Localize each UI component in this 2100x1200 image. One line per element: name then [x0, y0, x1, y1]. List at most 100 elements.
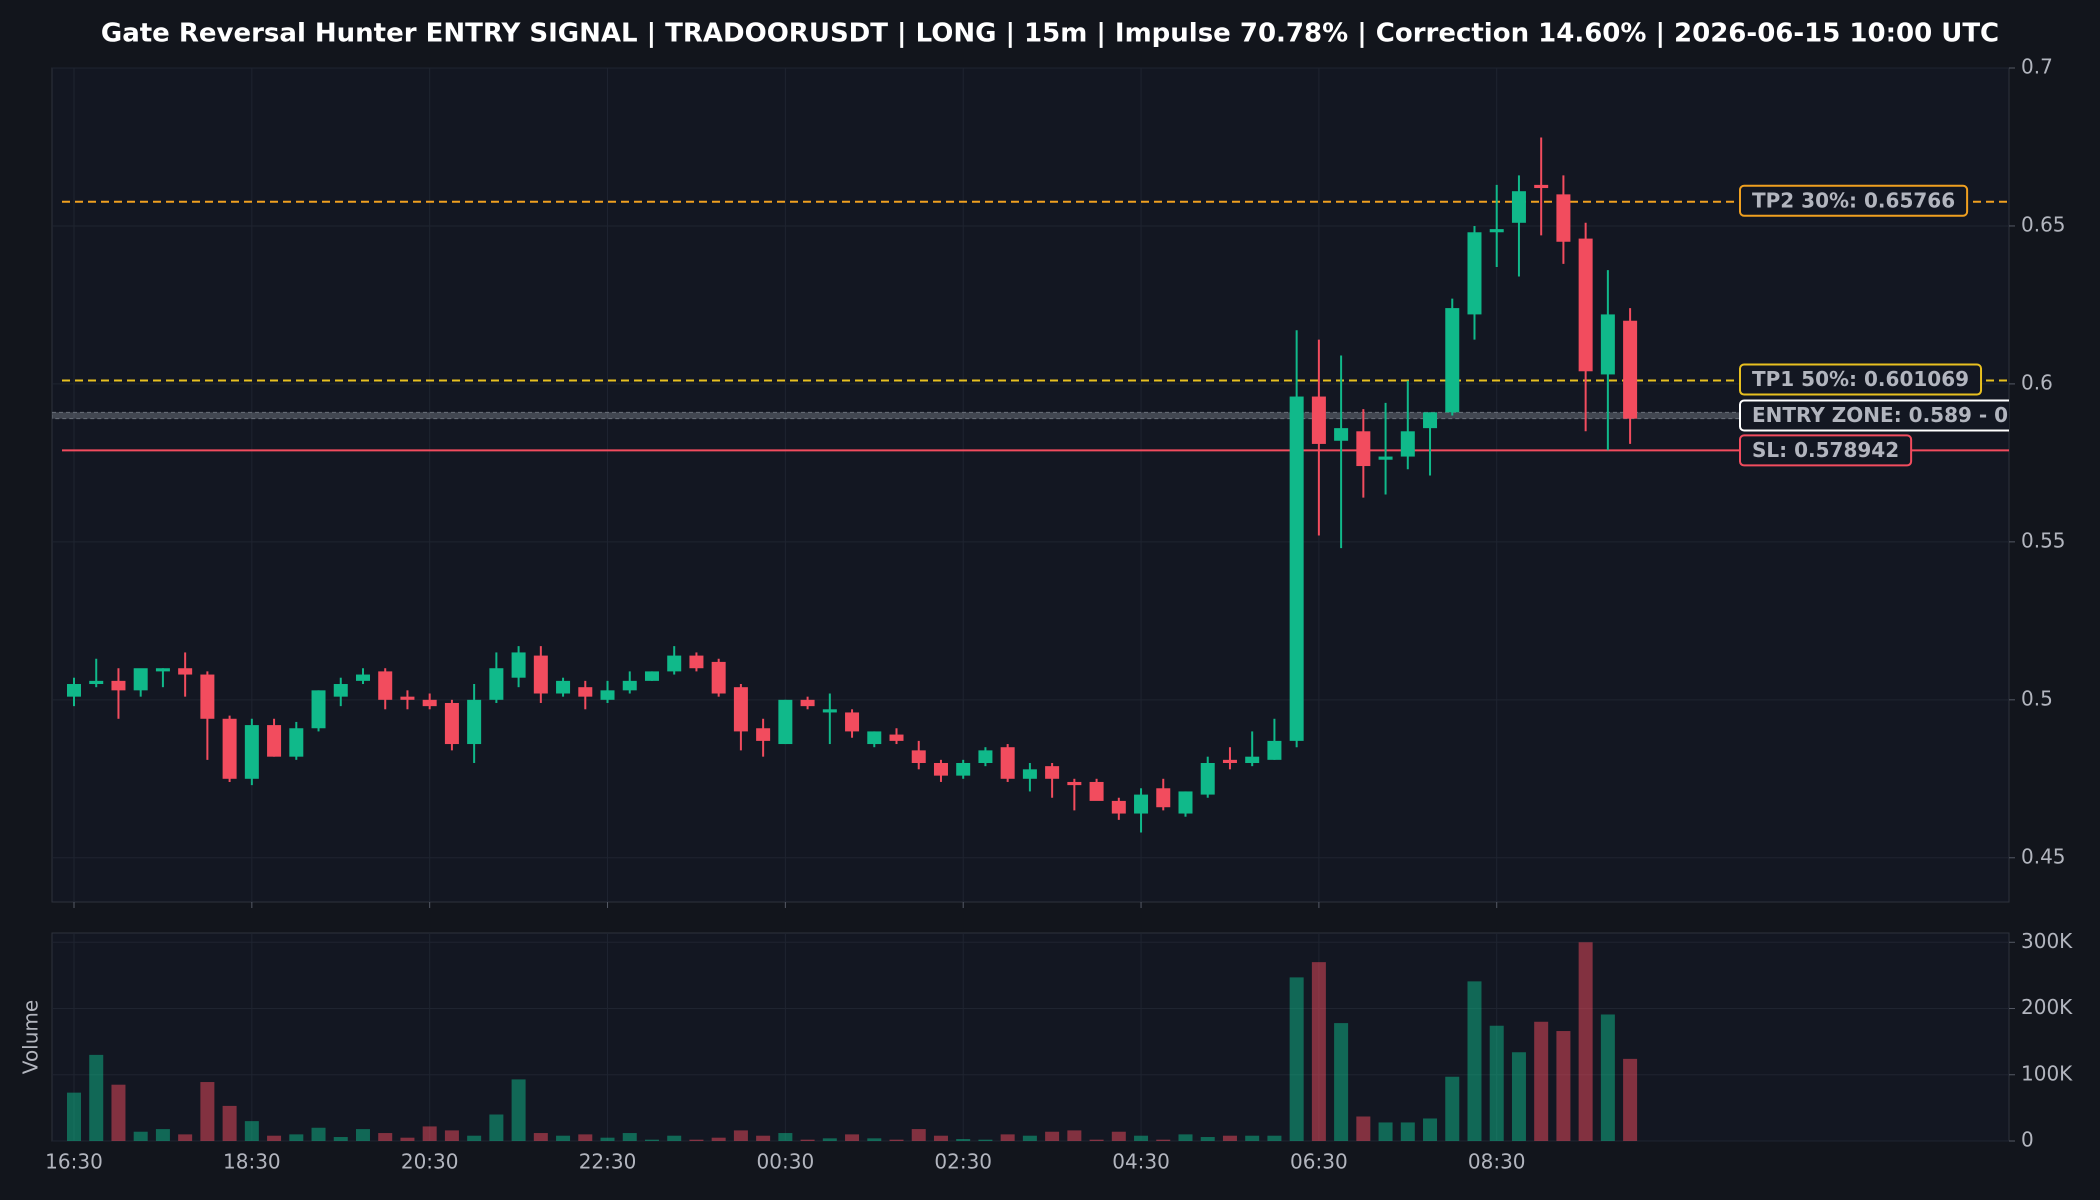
y-tick-label: 300K [2021, 929, 2073, 953]
candle-body [1489, 229, 1504, 233]
y-tick-label: 0.6 [2021, 370, 2053, 394]
candle-body [556, 680, 571, 694]
volume-bar [600, 1137, 615, 1141]
y-tick-label: 0.65 [2021, 212, 2066, 236]
candle-body [89, 680, 104, 685]
volume-bar [1222, 1135, 1237, 1141]
volume-axis-label: Volume [19, 1000, 43, 1074]
candle-body [1378, 456, 1393, 460]
candle-body [1423, 412, 1438, 429]
volume-bar [1378, 1122, 1393, 1141]
x-tick-label: 02:30 [934, 1150, 992, 1174]
candle-body [600, 690, 615, 700]
volume-bar [711, 1137, 726, 1141]
label-box [1739, 363, 1983, 396]
volume-panel [51, 932, 2010, 1142]
volume-bar [400, 1137, 415, 1141]
volume-bar [1200, 1137, 1215, 1141]
candle-body [267, 725, 282, 757]
level-label: TP1 50%: 0.601069 [1739, 363, 1983, 396]
price-plot [52, 137, 2009, 833]
volume-bar [511, 1079, 526, 1141]
x-tick-label: 16:30 [45, 1150, 103, 1174]
volume-bar [1045, 1131, 1060, 1141]
candle-body [1000, 747, 1015, 779]
candle-body [1334, 428, 1349, 441]
volume-bar [1534, 1021, 1549, 1141]
candle-body [1511, 191, 1526, 223]
volume-bar [956, 1139, 971, 1141]
candle-body [422, 699, 437, 707]
label-box [1739, 399, 2009, 432]
candle-body [1022, 769, 1037, 779]
candle-body [1178, 791, 1193, 814]
candle-body [1311, 396, 1326, 444]
x-tick-label: 04:30 [1112, 1150, 1170, 1174]
candle-body [1578, 238, 1593, 372]
candle-body [978, 750, 993, 763]
candle-body [1134, 794, 1149, 814]
candle-body [178, 668, 193, 675]
candle-body [778, 699, 793, 745]
level-label: ENTRY ZONE: 0.589 - 0.591 [1739, 399, 2009, 432]
label-box [1739, 184, 1969, 217]
volume-bar [489, 1114, 504, 1141]
candle-body [1556, 194, 1571, 242]
candle-body [489, 668, 504, 700]
volume-bar [178, 1134, 193, 1141]
volume-bar [222, 1105, 237, 1141]
volume-bar [311, 1127, 326, 1141]
volume-bar [89, 1054, 104, 1141]
level-label: SL: 0.578942 [1739, 434, 1913, 467]
volume-bar [1111, 1131, 1126, 1141]
volume-bar [1289, 977, 1304, 1141]
grid [52, 67, 2009, 1142]
volume-bar [1267, 1135, 1282, 1141]
candle-body [533, 655, 548, 694]
volume-bar [1089, 1139, 1104, 1141]
volume-bar [778, 1133, 793, 1141]
y-tick-label: 0.55 [2021, 528, 2066, 552]
candle-body [1400, 431, 1415, 457]
candle-body [1356, 431, 1371, 467]
volume-bar [667, 1135, 682, 1141]
candle-body [467, 699, 482, 745]
volume-bar [800, 1139, 815, 1141]
volume-bar [622, 1133, 637, 1141]
candle-body [667, 655, 682, 672]
volume-bar [1156, 1139, 1171, 1141]
candle-body [222, 718, 237, 779]
y-tick-label: 0.7 [2021, 55, 2053, 79]
candle-body [911, 750, 926, 763]
volume-bar [1556, 1031, 1571, 1141]
volume-bar [378, 1133, 393, 1141]
candle-body [1156, 788, 1171, 808]
volume-bar [1400, 1122, 1415, 1141]
candle-body [689, 655, 704, 669]
candle-body [133, 668, 148, 691]
volume-bar [133, 1131, 148, 1141]
candle-body [1600, 314, 1615, 375]
volume-bar [867, 1138, 882, 1141]
candle-body [1467, 232, 1482, 315]
level-labels: TP2 30%: 0.65766 TP1 50%: 0.601069 SL: 0.5… [1739, 184, 2009, 467]
volume-bar [289, 1134, 304, 1141]
volume-bar [1489, 1025, 1504, 1141]
level-label: TP2 30%: 0.65766 [1739, 184, 1969, 217]
volume-bar [1623, 1058, 1638, 1141]
candle-body [378, 671, 393, 700]
candle-body [355, 674, 370, 681]
candle-body [845, 712, 860, 732]
x-tick-label: 06:30 [1290, 1150, 1348, 1174]
volume-bar [444, 1130, 459, 1141]
candle-body [800, 699, 815, 707]
volume-bar [422, 1126, 437, 1141]
volume-bar [155, 1129, 170, 1141]
candle-body [311, 690, 326, 729]
volume-bar [200, 1082, 215, 1141]
candle-body [511, 652, 526, 678]
candle-body [622, 680, 637, 691]
label-text: TP1 50%: 0.601069 [1752, 367, 1969, 391]
volume-bar [644, 1139, 659, 1141]
